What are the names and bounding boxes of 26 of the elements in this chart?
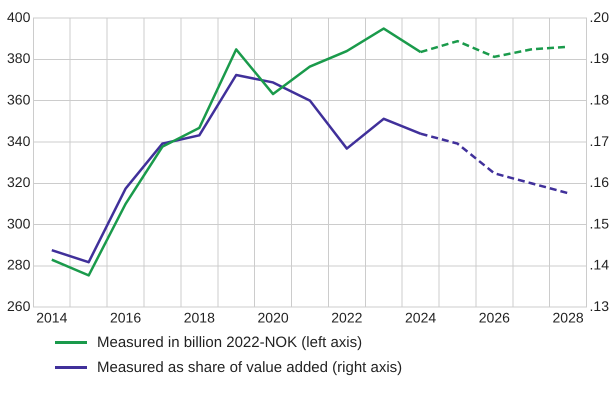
legend-label: Measured as share of value added (right axis) (97, 359, 402, 376)
x-tick-label: 2024 (405, 309, 436, 326)
legend-label: Measured in billion 2022-NOK (left axis) (97, 334, 362, 351)
y2-tick-label: .19 (590, 50, 610, 66)
x-tick-label: 2022 (331, 309, 363, 326)
y2-tick-label: .20 (590, 8, 610, 25)
y-tick-label: 280 (7, 256, 31, 273)
y2-tick-label: .15 (590, 215, 610, 232)
y2-tick-label: .17 (590, 132, 610, 149)
x-tick-label: 2014 (36, 309, 68, 326)
y-tick-label: 360 (7, 91, 31, 108)
y-tick-label: 400 (7, 8, 31, 25)
x-tick-label: 2018 (184, 309, 216, 326)
x-tick-label: 2026 (478, 309, 510, 326)
y-tick-label: 320 (7, 174, 31, 190)
y2-tick-label: .16 (590, 174, 610, 190)
y-tick-label: 380 (7, 50, 31, 66)
x-tick-label: 2020 (257, 309, 289, 326)
y-tick-label: 340 (7, 132, 31, 149)
y-tick-label: 300 (7, 215, 31, 232)
y2-tick-label: .13 (590, 298, 610, 314)
y-tick-label: 260 (7, 298, 31, 314)
x-tick-label: 2016 (110, 309, 142, 326)
y2-tick-label: .18 (590, 91, 610, 108)
y2-tick-label: .14 (590, 256, 610, 273)
x-tick-label: 2028 (552, 309, 584, 326)
